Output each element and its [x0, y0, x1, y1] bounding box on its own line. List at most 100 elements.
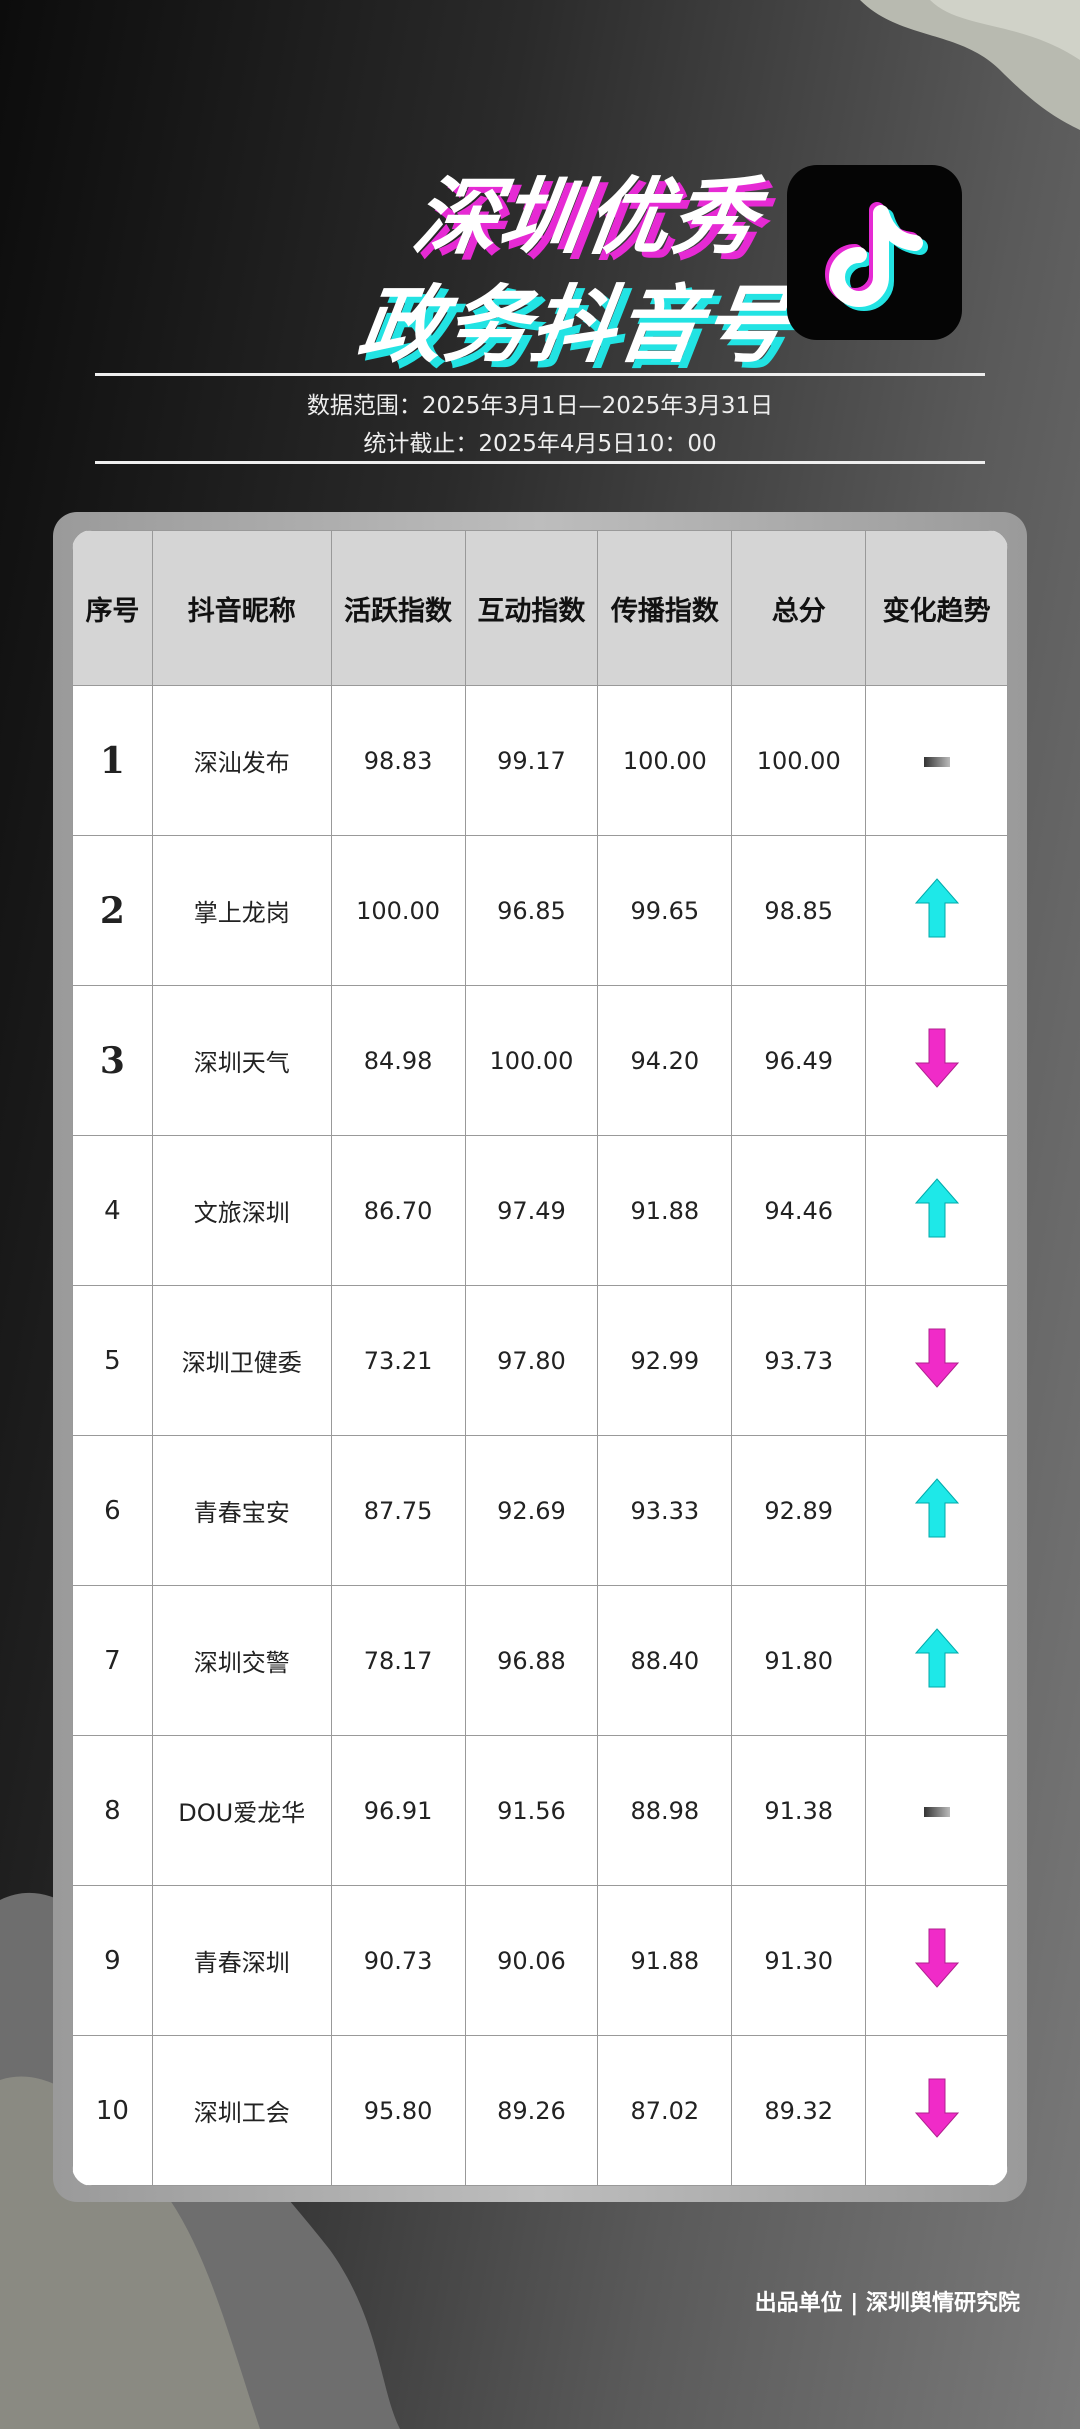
cell-name: 深圳天气 [151, 985, 332, 1136]
cell-rank: 8 [72, 1735, 153, 1886]
cell-name: 深汕发布 [151, 685, 332, 836]
cell-rank: 9 [72, 1885, 153, 2036]
column-header: 传播指数 [597, 530, 733, 686]
trend-up-arrow-icon [914, 1177, 959, 1237]
publisher-credit: 出品单位 | 深圳舆情研究院 [754, 2291, 1020, 2316]
cell-rank: 10 [72, 2035, 153, 2186]
cell-name: 青春深圳 [151, 1885, 332, 2036]
trend-up-arrow-icon [914, 1477, 959, 1537]
title-line-1: 深圳优秀 [407, 168, 765, 266]
cell-spread: 91.88 [597, 1135, 733, 1286]
cell-trend [865, 1585, 1008, 1736]
cell-total: 91.80 [731, 1585, 867, 1736]
table-row: 1 深汕发布 98.83 99.17 100.00 100.00 [72, 685, 1008, 836]
cell-total: 92.89 [731, 1435, 867, 1586]
cell-total: 96.49 [731, 985, 867, 1136]
cell-rank: 4 [72, 1135, 153, 1286]
trend-down-arrow-icon [914, 2078, 959, 2138]
table-row: 8 DOU爱龙华 96.91 91.56 88.98 91.38 [72, 1735, 1008, 1886]
cell-name: 深圳交警 [151, 1585, 332, 1736]
trend-down-arrow-icon [914, 1928, 959, 1988]
cell-interact: 96.85 [464, 835, 599, 986]
cell-name: 青春宝安 [151, 1435, 332, 1586]
cell-spread: 99.65 [597, 835, 733, 986]
cell-active: 98.83 [330, 685, 466, 836]
trend-flat-icon [923, 756, 950, 767]
table-row: 10 深圳工会 95.80 89.26 87.02 89.32 [72, 2035, 1008, 2186]
cell-name: 文旅深圳 [151, 1135, 332, 1286]
table-row: 7 深圳交警 78.17 96.88 88.40 91.80 [72, 1585, 1008, 1736]
title-line-2: 政务抖音号 [352, 276, 796, 374]
cell-active: 73.21 [330, 1285, 466, 1436]
cell-active: 87.75 [330, 1435, 466, 1586]
column-header: 抖音昵称 [151, 530, 332, 686]
cell-total: 98.85 [731, 835, 867, 986]
cell-trend [865, 835, 1008, 986]
cell-name: DOU爱龙华 [151, 1735, 332, 1886]
cell-active: 90.73 [330, 1885, 466, 2036]
column-header: 总分 [731, 530, 867, 686]
cell-interact: 89.26 [464, 2035, 599, 2186]
cell-trend [865, 1135, 1008, 1286]
cell-interact: 90.06 [464, 1885, 599, 2036]
cell-active: 95.80 [330, 2035, 466, 2186]
ranking-table: 序号 抖音昵称 活跃指数 互动指数 传播指数 总分 变化趋势 1 深汕发布 98.83 99.17… [72, 530, 1008, 2186]
cell-total: 93.73 [731, 1285, 867, 1436]
cell-total: 94.46 [731, 1135, 867, 1286]
cell-trend [865, 1435, 1008, 1586]
cell-rank: 1 [72, 685, 153, 836]
cell-total: 100.00 [731, 685, 867, 836]
cell-rank: 2 [72, 835, 153, 986]
column-header: 活跃指数 [330, 530, 466, 686]
cell-spread: 91.88 [597, 1885, 733, 2036]
cell-trend [865, 1885, 1008, 2036]
cell-interact: 96.88 [464, 1585, 599, 1736]
trend-down-arrow-icon [914, 1028, 959, 1088]
cell-spread: 93.33 [597, 1435, 733, 1586]
cell-rank: 7 [72, 1585, 153, 1736]
cell-rank: 3 [72, 985, 153, 1136]
trend-flat-icon [923, 1806, 950, 1817]
cell-spread: 100.00 [597, 685, 733, 836]
cell-interact: 97.49 [464, 1135, 599, 1286]
cell-total: 91.30 [731, 1885, 867, 2036]
trend-up-arrow-icon [914, 877, 959, 937]
cell-spread: 92.99 [597, 1285, 733, 1436]
trend-up-arrow-icon [914, 1627, 959, 1687]
cell-interact: 99.17 [464, 685, 599, 836]
cell-interact: 97.80 [464, 1285, 599, 1436]
cell-spread: 94.20 [597, 985, 733, 1136]
cell-active: 86.70 [330, 1135, 466, 1286]
cutoff-text: 统计截止：2025年4月5日10：00 [363, 431, 717, 457]
table-row: 6 青春宝安 87.75 92.69 93.33 92.89 [72, 1435, 1008, 1586]
table-row: 4 文旅深圳 86.70 97.49 91.88 94.46 [72, 1135, 1008, 1286]
douyin-logo-icon [787, 165, 962, 340]
table-row: 3 深圳天气 84.98 100.00 94.20 96.49 [72, 985, 1008, 1136]
cell-name: 深圳工会 [151, 2035, 332, 2186]
column-header: 序号 [72, 530, 153, 686]
table-row: 9 青春深圳 90.73 90.06 91.88 91.30 [72, 1885, 1008, 2036]
cell-active: 78.17 [330, 1585, 466, 1736]
cell-total: 89.32 [731, 2035, 867, 2186]
cell-trend [865, 685, 1008, 836]
cell-rank: 5 [72, 1285, 153, 1436]
cell-spread: 87.02 [597, 2035, 733, 2186]
column-header: 互动指数 [464, 530, 599, 686]
cell-active: 84.98 [330, 985, 466, 1136]
divider-bottom [95, 461, 985, 464]
divider-top [95, 373, 985, 376]
cell-trend [865, 1735, 1008, 1886]
cell-trend [865, 2035, 1008, 2186]
cell-spread: 88.40 [597, 1585, 733, 1736]
cell-interact: 92.69 [464, 1435, 599, 1586]
cell-name: 掌上龙岗 [151, 835, 332, 986]
cell-rank: 6 [72, 1435, 153, 1586]
cell-active: 96.91 [330, 1735, 466, 1886]
cell-total: 91.38 [731, 1735, 867, 1886]
cell-active: 100.00 [330, 835, 466, 986]
cell-name: 深圳卫健委 [151, 1285, 332, 1436]
cell-trend [865, 1285, 1008, 1436]
data-range-text: 数据范围：2025年3月1日—2025年3月31日 [306, 393, 774, 419]
column-header: 变化趋势 [865, 530, 1008, 686]
cell-spread: 88.98 [597, 1735, 733, 1886]
